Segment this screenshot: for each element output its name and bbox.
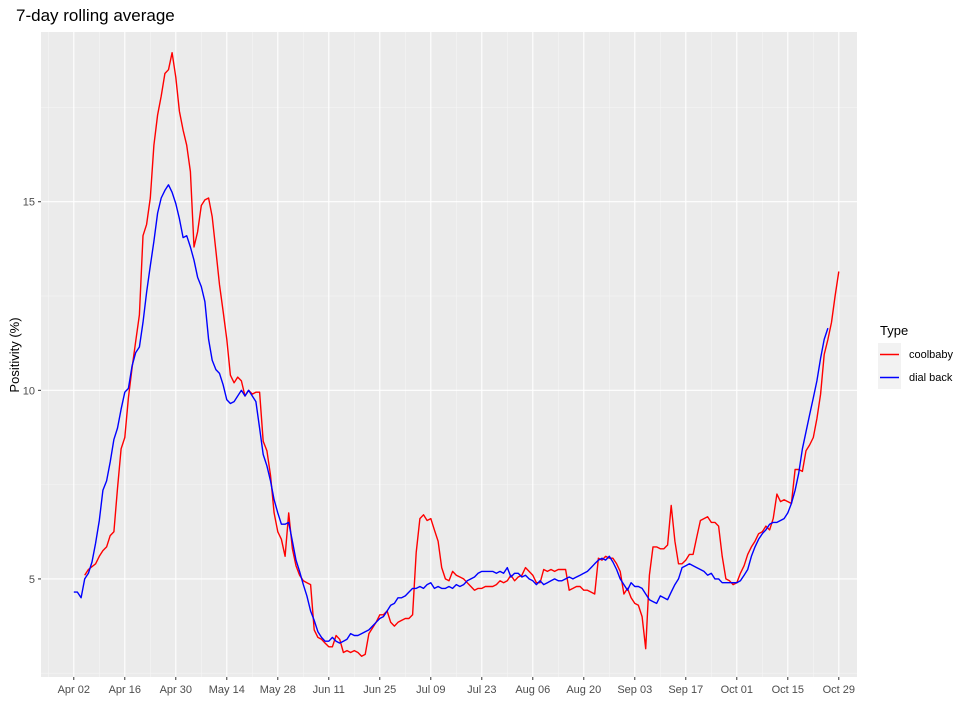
legend-label: dial back [909, 372, 953, 384]
series-lines [73, 52, 840, 657]
x-tick-label: Aug 06 [515, 684, 550, 696]
x-tick-label: Jul 23 [467, 684, 496, 696]
x-axis: Apr 02 Apr 16 Apr 30 May 14 May 28 Jun 11 Jun … [58, 677, 855, 696]
series-line-1 [73, 184, 829, 644]
y-tick-label: 10 [23, 385, 35, 397]
x-tick-label: Oct 29 [823, 684, 855, 696]
plot-panel [41, 32, 857, 677]
legend-title: Type [880, 323, 908, 338]
minor-gridlines [41, 32, 857, 677]
x-tick-label: Oct 01 [721, 684, 753, 696]
x-tick-label: Apr 30 [160, 684, 192, 696]
x-tick-label: Sep 17 [668, 684, 703, 696]
y-tick-label: 5 [29, 574, 35, 586]
x-tick-label: May 28 [260, 684, 296, 696]
x-tick-label: Jul 09 [416, 684, 445, 696]
major-gridlines [41, 32, 857, 677]
x-tick-label: Oct 15 [772, 684, 804, 696]
x-tick-label: Jun 11 [313, 684, 345, 696]
x-tick-label: Apr 02 [58, 684, 90, 696]
y-axis: 5 10 15 [23, 197, 41, 586]
x-tick-label: Sep 03 [617, 684, 652, 696]
legend-label: coolbaby [909, 349, 954, 361]
x-tick-label: May 14 [209, 684, 245, 696]
x-tick-label: Aug 20 [566, 684, 601, 696]
x-tick-label: Jun 25 [363, 684, 396, 696]
y-axis-title: Positivity (%) [7, 317, 22, 392]
series-line-0 [84, 52, 840, 657]
x-tick-label: Apr 16 [109, 684, 141, 696]
y-tick-label: 15 [23, 197, 35, 209]
chart-title: 7-day rolling average [16, 6, 175, 25]
legend: Type coolbaby dial back [878, 323, 954, 389]
